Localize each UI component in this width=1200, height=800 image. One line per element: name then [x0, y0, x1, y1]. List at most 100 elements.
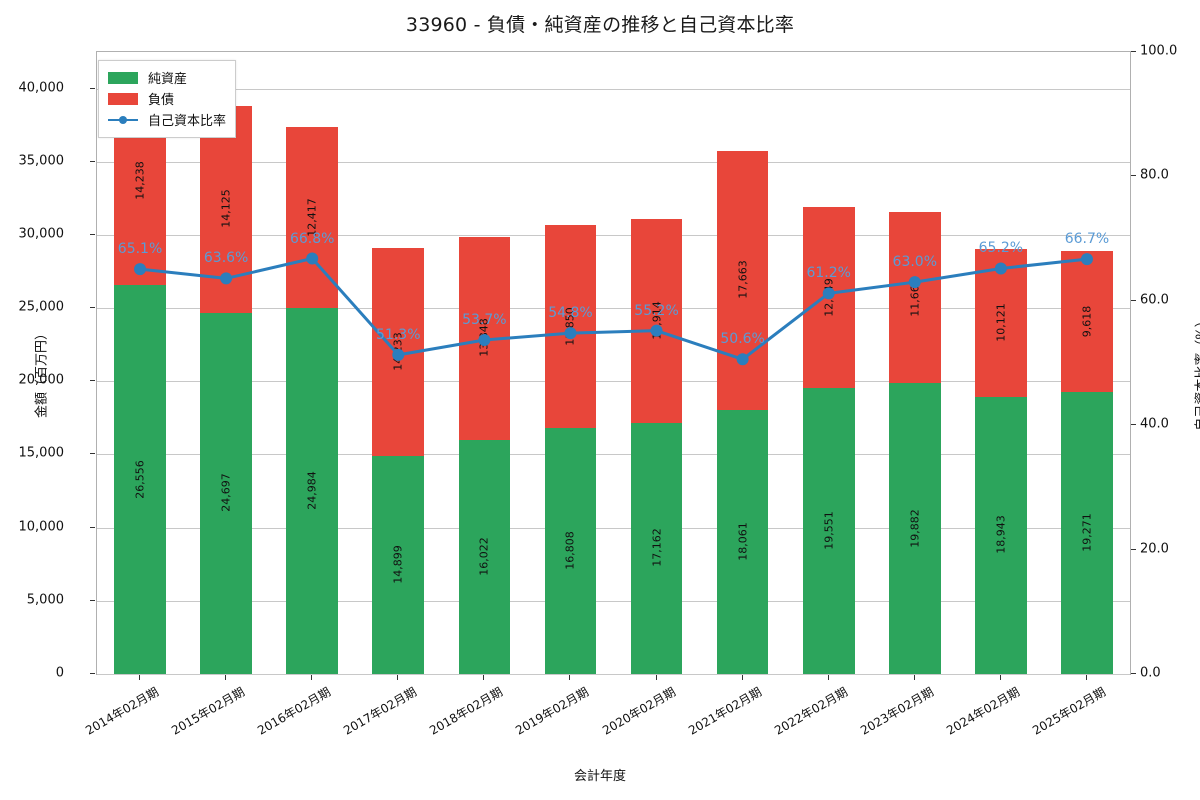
ratio-data-point[interactable]: [822, 287, 835, 300]
ratio-value-label: 66.7%: [1064, 231, 1110, 248]
ratio-data-point[interactable]: [564, 327, 577, 340]
ratio-value-label: 66.8%: [289, 230, 335, 247]
ratio-value-label: 63.6%: [203, 250, 249, 267]
ratio-value-label: 51.3%: [376, 326, 421, 343]
y-axis-tick-label: 0: [55, 665, 64, 681]
y-axis-tick-label: 30,000: [18, 226, 65, 242]
legend-marker-icon: [119, 115, 127, 124]
ratio-data-point[interactable]: [306, 252, 319, 265]
secondary-y-axis-tick-mark: [1131, 299, 1136, 301]
bar-column[interactable]: 24,697 14,125: [200, 52, 252, 674]
ratio-value-label: 53.7%: [462, 311, 507, 328]
bar-segment-liabilities[interactable]: 13,850: [544, 225, 597, 429]
x-axis-tick-mark: [569, 675, 571, 680]
ratio-data-point[interactable]: [478, 333, 491, 346]
bar-segment-equity[interactable]: 24,984: [286, 308, 339, 674]
x-axis-tick-mark: [913, 675, 915, 680]
bar-segment-liabilities[interactable]: 9,618: [1061, 251, 1113, 392]
bar-segment-liabilities[interactable]: 17,663: [716, 151, 769, 410]
x-axis-label: 会計年度: [573, 769, 626, 784]
grid-line: [97, 600, 1130, 602]
secondary-y-axis-tick-label: 100.0: [1140, 43, 1178, 59]
secondary-y-axis-tick-label: 20.0: [1140, 541, 1169, 557]
bar-segment-liabilities[interactable]: 13,914: [630, 219, 683, 423]
secondary-y-axis-tick-label: 60.0: [1140, 292, 1169, 308]
bar-column[interactable]: 18,061 17,663: [716, 52, 769, 674]
bar-segment-equity[interactable]: 17,162: [630, 422, 683, 674]
ratio-value-label: 55.2%: [634, 302, 679, 319]
grid-line: [97, 454, 1130, 456]
bar-segment-equity[interactable]: 18,943: [975, 396, 1027, 674]
grid-line: [97, 234, 1130, 236]
legend-label-equity: 純資産: [148, 72, 188, 87]
ratio-data-point[interactable]: [1080, 253, 1093, 266]
ratio-value-label: 65.2%: [978, 240, 1024, 257]
grid-line: [97, 308, 1130, 310]
legend-label-equity-ratio: 自己資本比率: [148, 114, 227, 129]
bar-segment-equity[interactable]: 19,882: [888, 383, 941, 674]
ratio-line-path: [139, 257, 1088, 361]
bar-segment-equity[interactable]: 26,556: [114, 285, 166, 674]
legend-swatch-equity-ratio: [108, 114, 138, 126]
secondary-y-axis-tick-label: 0.0: [1140, 665, 1161, 681]
ratio-value-label: 54.8%: [548, 305, 593, 322]
secondary-y-axis-tick-mark: [1131, 673, 1136, 674]
secondary-y-axis-tick-mark: [1131, 424, 1136, 426]
y-axis-tick-mark: [90, 87, 95, 89]
legend-item-liabilities: 負債: [108, 88, 226, 109]
y-axis-tick-label: 15,000: [18, 445, 65, 461]
bar-segment-equity[interactable]: 19,271: [1061, 391, 1113, 674]
bar-segment-equity[interactable]: 19,551: [802, 387, 855, 674]
chart-title: 33960 - 負債・純資産の推移と自己資本比率: [405, 14, 795, 36]
x-axis-tick-mark: [1085, 675, 1087, 680]
y-axis-tick-mark: [90, 233, 95, 235]
x-axis-tick-mark: [483, 675, 485, 680]
y-axis-tick-mark: [90, 526, 95, 528]
ratio-line-series: [134, 252, 1093, 366]
x-axis-tick-mark: [741, 675, 743, 680]
ratio-data-point[interactable]: [736, 353, 749, 366]
ratio-value-label: 61.2%: [806, 265, 851, 282]
bar-segment-equity[interactable]: 16,022: [458, 439, 511, 674]
ratio-data-point[interactable]: [134, 263, 147, 276]
plot-area: 26,556 14,238 24,697 14,125 24,984 12,417 14,8…: [96, 51, 1131, 675]
y-axis-tick-label: 25,000: [18, 299, 65, 315]
y-axis-tick-mark: [90, 307, 95, 309]
ratio-data-point[interactable]: [220, 272, 233, 285]
grid-line: [97, 674, 1130, 675]
ratio-data-point[interactable]: [392, 348, 405, 361]
bar-segment-equity[interactable]: 14,899: [372, 455, 425, 674]
bar-column[interactable]: 19,882 11,667: [888, 52, 941, 674]
bar-segment-equity[interactable]: 18,061: [716, 409, 769, 674]
ratio-data-point[interactable]: [650, 324, 663, 337]
x-axis-tick-mark: [225, 675, 227, 680]
legend-swatch-liabilities: [108, 92, 138, 105]
y-axis-tick-mark: [90, 380, 95, 382]
x-axis-tick-mark: [139, 675, 141, 680]
y-axis-tick-mark: [90, 160, 95, 162]
grid-line: [97, 527, 1130, 529]
y-axis-tick-mark: [90, 453, 95, 455]
bar-column[interactable]: 16,808 13,850: [544, 52, 597, 674]
secondary-y-axis-tick-mark: [1131, 51, 1136, 52]
bar-column[interactable]: 18,943 10,121: [975, 52, 1027, 674]
bar-column[interactable]: 19,271 9,618: [1061, 52, 1113, 674]
y-axis-tick-label: 5,000: [26, 592, 64, 608]
secondary-y-axis-tick-label: 40.0: [1140, 416, 1169, 432]
bar-segment-equity[interactable]: 24,697: [200, 312, 252, 674]
ratio-value-label: 65.1%: [117, 241, 163, 258]
grid-line: [97, 381, 1130, 383]
y-axis-tick-label: 35,000: [18, 153, 65, 169]
y-axis-tick-mark: [90, 599, 95, 601]
ratio-data-point[interactable]: [908, 276, 921, 289]
ratio-value-label: 63.0%: [892, 254, 938, 271]
ratio-data-point[interactable]: [994, 262, 1007, 275]
secondary-y-axis-label: 自己資本比率（%）: [1194, 314, 1200, 431]
bar-column[interactable]: 17,162 13,914: [630, 52, 683, 674]
bar-segment-liabilities[interactable]: 11,667: [888, 212, 941, 384]
bar-segment-equity[interactable]: 16,808: [544, 428, 597, 674]
x-axis-tick-mark: [655, 675, 657, 680]
y-axis-tick-label: 10,000: [18, 519, 65, 535]
x-axis-tick-mark: [827, 675, 829, 680]
